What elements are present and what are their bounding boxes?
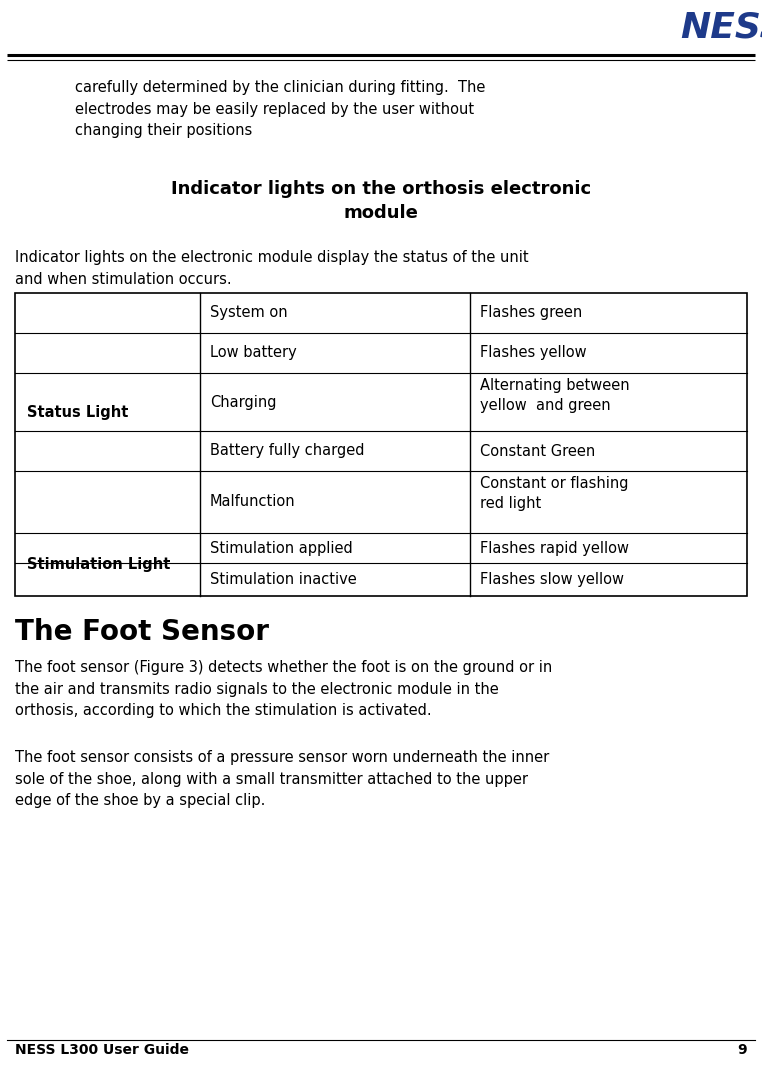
Text: Flashes yellow: Flashes yellow — [480, 346, 587, 361]
Text: Stimulation applied: Stimulation applied — [210, 540, 353, 555]
Text: System on: System on — [210, 305, 287, 320]
Text: NESS: NESS — [680, 10, 762, 44]
Text: Flashes green: Flashes green — [480, 305, 582, 320]
Text: Malfunction: Malfunction — [210, 494, 296, 509]
Text: Charging: Charging — [210, 394, 277, 409]
Text: The foot sensor (Figure 3) detects whether the foot is on the ground or in
the a: The foot sensor (Figure 3) detects wheth… — [15, 660, 552, 718]
Text: Low battery: Low battery — [210, 346, 296, 361]
Text: Indicator lights on the electronic module display the status of the unit
and whe: Indicator lights on the electronic modul… — [15, 250, 529, 286]
Text: Indicator lights on the orthosis electronic
module: Indicator lights on the orthosis electro… — [171, 180, 591, 222]
Bar — [15, 293, 747, 596]
Text: 9: 9 — [738, 1043, 747, 1057]
Text: carefully determined by the clinician during fitting.  The
electrodes may be eas: carefully determined by the clinician du… — [75, 80, 485, 138]
Bar — [15, 293, 747, 596]
Text: Constant Green: Constant Green — [480, 443, 595, 458]
Text: The foot sensor consists of a pressure sensor worn underneath the inner
sole of : The foot sensor consists of a pressure s… — [15, 750, 549, 808]
Text: The Foot Sensor: The Foot Sensor — [15, 618, 269, 646]
Text: Battery fully charged: Battery fully charged — [210, 443, 364, 458]
Text: Status Light: Status Light — [27, 406, 128, 421]
Text: NESS L300 User Guide: NESS L300 User Guide — [15, 1043, 189, 1057]
Text: Constant or flashing
red light: Constant or flashing red light — [480, 476, 629, 511]
Text: Stimulation inactive: Stimulation inactive — [210, 572, 357, 587]
Text: Flashes rapid yellow: Flashes rapid yellow — [480, 540, 629, 555]
Text: Flashes slow yellow: Flashes slow yellow — [480, 572, 624, 587]
Text: Alternating between
yellow  and green: Alternating between yellow and green — [480, 378, 629, 413]
Text: Stimulation Light: Stimulation Light — [27, 557, 171, 572]
